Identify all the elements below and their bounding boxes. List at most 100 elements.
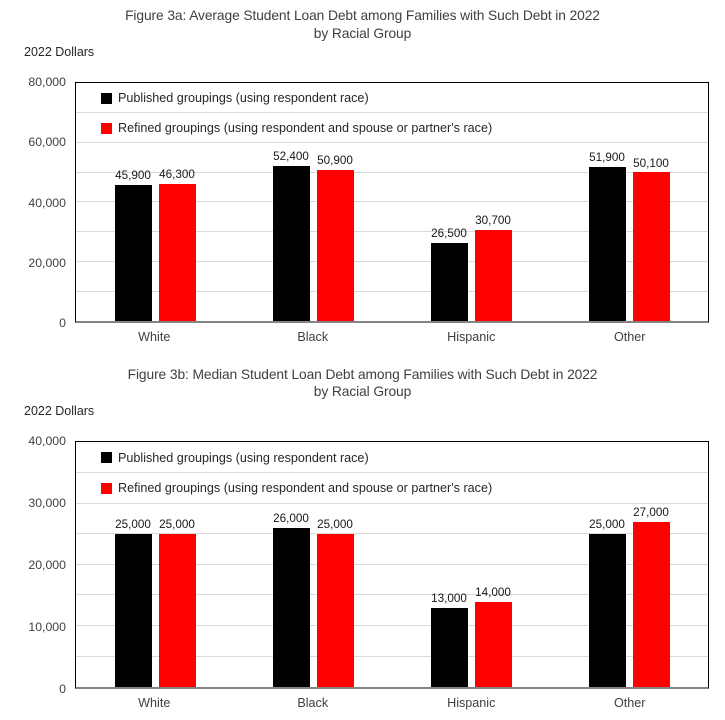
bar-column: 51,900 [588, 83, 626, 322]
bar-refined-white [158, 534, 196, 688]
bar-value-label: 45,900 [115, 169, 151, 183]
figure-3a-y-axis: 0 20,000 40,000 60,000 80,000 [0, 76, 75, 330]
bar-value-label: 25,000 [589, 518, 625, 532]
gridline [76, 260, 708, 262]
bar-group-white: 25,000 25,000 [76, 442, 234, 688]
bar-group-hispanic: 13,000 14,000 [392, 442, 550, 688]
category-label-white: White [138, 330, 171, 345]
gridline [76, 471, 708, 473]
gridline [76, 594, 708, 596]
bar-column: 52,400 [272, 83, 310, 322]
figure-3a-units-label: 2022 Dollars [24, 45, 95, 60]
bar-column: 46,300 [158, 83, 196, 322]
bar-published-white [114, 534, 152, 688]
figure-3b-chart-body: 0 10,000 20,000 30,000 40,000 25,000 25,000 26… [0, 435, 725, 696]
bar-value-label: 25,000 [159, 518, 195, 532]
bar-group-other: 51,900 50,100 [550, 83, 708, 322]
bar-column: 50,900 [316, 83, 354, 322]
y-tick-label: 40,000 [28, 195, 66, 210]
bar-group-black: 26,000 25,000 [234, 442, 392, 688]
bar-refined-black [316, 534, 354, 688]
legend-item-refined: Refined groupings (using respondent and … [101, 473, 708, 504]
bar-value-label: 27,000 [633, 506, 669, 520]
bar-column: 30,700 [474, 83, 512, 322]
legend-label: Refined groupings (using respondent and … [118, 481, 493, 496]
figure-3b-title-line2: by Racial Group [313, 384, 412, 400]
bar-published-hispanic [430, 607, 468, 688]
bar-value-label: 30,700 [475, 214, 511, 228]
bar-group-other: 25,000 27,000 [550, 442, 708, 688]
bar-refined-white [158, 183, 196, 322]
y-tick-label: 40,000 [28, 434, 66, 449]
legend: Published groupings (using respondent ra… [101, 83, 708, 143]
figure-3b-plot-area: 25,000 25,000 26,000 25,000 13,000 14,000 25,0… [75, 441, 709, 690]
bar-group-black: 52,400 50,900 [234, 83, 392, 322]
category-label-other: Other [614, 330, 646, 345]
figure-3b: Figure 3b: Median Student Loan Debt amon… [0, 359, 725, 711]
figure-3a-title: Figure 3a: Average Student Loan Debt amo… [0, 7, 725, 42]
bar-column: 45,900 [114, 83, 152, 322]
bar-column: 26,500 [430, 83, 468, 322]
category-label-white: White [138, 696, 171, 711]
bar-value-label: 26,000 [273, 512, 309, 526]
bar-column: 13,000 [430, 442, 468, 688]
bar-column: 25,000 [114, 442, 152, 688]
gridline [76, 563, 708, 565]
legend-item-published: Published groupings (using respondent ra… [101, 83, 708, 113]
bar-value-label: 13,000 [431, 591, 467, 605]
bar-group-hispanic: 26,500 30,700 [392, 83, 550, 322]
y-tick-label: 20,000 [28, 558, 66, 573]
category-label-hispanic: Hispanic [447, 696, 496, 711]
legend-swatch-published [101, 92, 112, 104]
gridline [76, 141, 708, 143]
gridline [76, 625, 708, 627]
legend-item-refined: Refined groupings (using respondent and … [101, 113, 708, 143]
bar-column: 50,100 [632, 83, 670, 322]
legend-swatch-published [101, 452, 112, 464]
bar-group-white: 45,900 46,300 [76, 83, 234, 322]
y-tick-label: 0 [59, 682, 66, 697]
category-label-black: Black [297, 696, 329, 711]
figure-3b-x-axis-labels: White Black Hispanic Other [75, 689, 709, 710]
y-tick-label: 20,000 [28, 256, 66, 271]
figure-3b-title: Figure 3b: Median Student Loan Debt amon… [0, 366, 725, 401]
figure-3a-x-axis-labels: White Black Hispanic Other [75, 323, 709, 344]
bar-value-label: 25,000 [115, 518, 151, 532]
y-tick-label: 60,000 [28, 135, 66, 150]
gridline [76, 112, 708, 114]
y-tick-label: 10,000 [28, 620, 66, 635]
bar-column: 14,000 [474, 442, 512, 688]
gridline [76, 502, 708, 504]
figure-3b-units-label: 2022 Dollars [24, 403, 95, 418]
bar-published-white [114, 184, 152, 322]
bar-column: 25,000 [588, 442, 626, 688]
gridline [76, 290, 708, 292]
bar-published-black [272, 528, 310, 688]
figure-3b-title-line1: Figure 3b: Median Student Loan Debt amon… [127, 366, 598, 382]
bar-column: 26,000 [272, 442, 310, 688]
y-tick-label: 0 [59, 316, 66, 331]
figure-3a: Figure 3a: Average Student Loan Debt amo… [0, 0, 725, 345]
legend-label: Published groupings (using respondent ra… [118, 91, 369, 106]
legend-swatch-refined [101, 122, 112, 134]
bar-refined-other [632, 172, 670, 322]
bar-value-label: 50,900 [317, 154, 353, 168]
bar-value-label: 46,300 [159, 167, 195, 181]
bar-groups: 45,900 46,300 52,400 50,900 26,500 30,700 51,9… [76, 83, 708, 322]
category-label-hispanic: Hispanic [447, 330, 496, 345]
bar-groups: 25,000 25,000 26,000 25,000 13,000 14,000 25,0… [76, 442, 708, 688]
y-tick-label: 30,000 [28, 496, 66, 511]
gridline [76, 231, 708, 233]
figure-3b-y-axis: 0 10,000 20,000 30,000 40,000 [0, 435, 75, 696]
category-label-black: Black [297, 330, 329, 345]
bar-value-label: 14,000 [475, 585, 511, 599]
bar-value-label: 51,900 [589, 151, 625, 165]
gridline [76, 201, 708, 203]
bar-refined-black [316, 169, 354, 322]
legend-item-published: Published groupings (using respondent ra… [101, 442, 708, 473]
figure-3a-title-line1: Figure 3a: Average Student Loan Debt amo… [125, 8, 600, 23]
legend-label: Refined groupings (using respondent and … [118, 121, 493, 136]
bar-published-black [272, 165, 310, 322]
figure-3a-title-line2: by Racial Group [313, 25, 412, 41]
